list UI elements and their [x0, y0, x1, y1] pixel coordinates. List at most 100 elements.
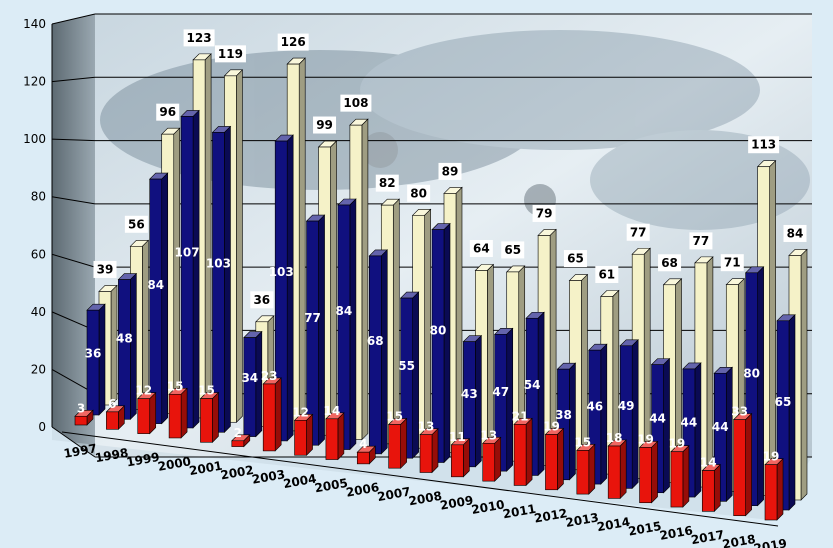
side-gridline [51, 253, 96, 268]
data-label-cream: 77 [626, 223, 650, 241]
bar-blue [305, 214, 326, 446]
data-label-cream: 89 [438, 162, 462, 180]
bar-blue [494, 327, 514, 472]
data-label-text: 103 [269, 265, 294, 279]
data-label-cream: 64 [469, 240, 493, 258]
bar-blue [274, 134, 294, 442]
bar-red [356, 445, 376, 465]
data-label-blue: 107 [175, 246, 200, 260]
side-gridline [51, 76, 96, 83]
data-label-red: 6 [108, 397, 116, 411]
bar-red [732, 412, 753, 517]
x-tick-label: 2007 [376, 484, 411, 504]
data-label-text: 64 [473, 242, 490, 256]
bar-blue [211, 125, 232, 433]
data-label-text: 3 [77, 401, 85, 415]
data-label-cream: 36 [250, 291, 274, 309]
data-label-blue: 84 [336, 304, 353, 318]
bar-red [544, 427, 565, 491]
data-label-blue: 44 [712, 420, 729, 434]
bar-red [450, 438, 471, 478]
data-label-text: 77 [693, 234, 710, 248]
data-label-text: 39 [97, 262, 114, 276]
bar-blue [180, 109, 200, 429]
y-tick-label: 140 [23, 17, 46, 31]
data-label-text: 99 [316, 118, 333, 132]
data-label-blue: 47 [492, 385, 509, 399]
data-label-red: 12 [292, 405, 309, 419]
data-label-text: 11 [449, 430, 466, 444]
bar-red [701, 463, 721, 513]
data-label-cream: 79 [532, 204, 556, 222]
data-label-cream: 65 [501, 241, 525, 259]
data-label-text: 2 [234, 426, 242, 440]
data-label-text: 44 [681, 416, 698, 430]
data-label-text: 49 [618, 399, 635, 413]
x-tick-label: 2002 [219, 463, 254, 483]
data-label-text: 61 [598, 268, 615, 282]
data-label-text: 36 [253, 293, 270, 307]
data-label-cream: 77 [689, 232, 713, 250]
data-label-blue: 46 [586, 399, 603, 413]
bar-blue [149, 172, 169, 425]
data-label-text: 82 [379, 176, 396, 190]
data-label-text: 119 [218, 47, 243, 61]
data-label-text: 65 [567, 252, 584, 266]
data-label-text: 23 [261, 369, 278, 383]
x-tick-label: 2011 [502, 502, 537, 522]
data-label-text: 46 [586, 399, 603, 413]
data-label-red: 11 [449, 430, 466, 444]
data-label-blue: 103 [269, 265, 294, 279]
side-gridline [51, 426, 96, 458]
data-label-cream: 65 [563, 250, 587, 268]
data-label-red: 18 [606, 431, 623, 445]
bar-red [670, 445, 690, 508]
x-tick-label: 2004 [282, 471, 317, 491]
data-label-blue: 80 [430, 323, 447, 337]
data-label-cream: 108 [340, 94, 372, 112]
data-label-red: 13 [480, 428, 497, 442]
data-label-text: 34 [241, 371, 258, 385]
data-label-red: 2 [234, 426, 242, 440]
x-tick-label: 2003 [251, 467, 286, 487]
y-tick-label: 60 [31, 247, 46, 261]
data-label-text: 113 [751, 138, 776, 152]
data-label-text: 14 [700, 456, 717, 470]
data-label-text: 54 [524, 378, 541, 392]
data-label-text: 107 [175, 246, 200, 260]
data-label-red: 21 [512, 409, 529, 423]
data-label-text: 44 [649, 411, 666, 425]
bar-red [293, 413, 314, 456]
data-label-blue: 68 [367, 334, 384, 348]
data-label-blue: 84 [147, 278, 164, 292]
x-tick-label: 1999 [125, 450, 160, 470]
data-label-text: 84 [787, 226, 804, 240]
data-label-red: 19 [669, 437, 686, 451]
data-label-text: 68 [367, 334, 384, 348]
side-gridline [51, 196, 96, 205]
data-label-cream: 119 [214, 45, 246, 63]
data-label-text: 56 [128, 217, 145, 231]
data-label-text: 19 [763, 450, 780, 464]
data-label-text: 6 [108, 397, 116, 411]
bar-red [105, 405, 126, 431]
x-tick-label: 2013 [564, 510, 599, 530]
data-label-red: 14 [700, 456, 717, 470]
side-wall [52, 14, 95, 457]
data-label-text: 12 [135, 384, 152, 398]
x-tick-label: 2018 [721, 532, 756, 548]
data-label-blue: 65 [775, 395, 792, 409]
data-label-red: 12 [135, 384, 152, 398]
bar-blue [682, 362, 702, 498]
data-label-cream: 113 [748, 136, 780, 154]
data-label-text: 4 [359, 437, 367, 451]
data-label-red: 13 [418, 420, 435, 434]
bar-blue [431, 222, 451, 464]
x-tick-label: 2008 [408, 489, 443, 509]
data-label-text: 19 [637, 432, 654, 446]
data-label-cream: 39 [93, 260, 117, 278]
data-label-text: 14 [324, 404, 341, 418]
x-axis-line [61, 431, 779, 527]
x-tick-label: 2005 [314, 476, 349, 496]
